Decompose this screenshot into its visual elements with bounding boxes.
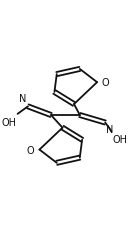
Text: OH: OH xyxy=(1,117,16,127)
Text: O: O xyxy=(27,145,34,155)
Text: N: N xyxy=(106,124,114,134)
Text: N: N xyxy=(19,94,27,103)
Text: OH: OH xyxy=(113,134,128,144)
Text: O: O xyxy=(102,78,109,88)
